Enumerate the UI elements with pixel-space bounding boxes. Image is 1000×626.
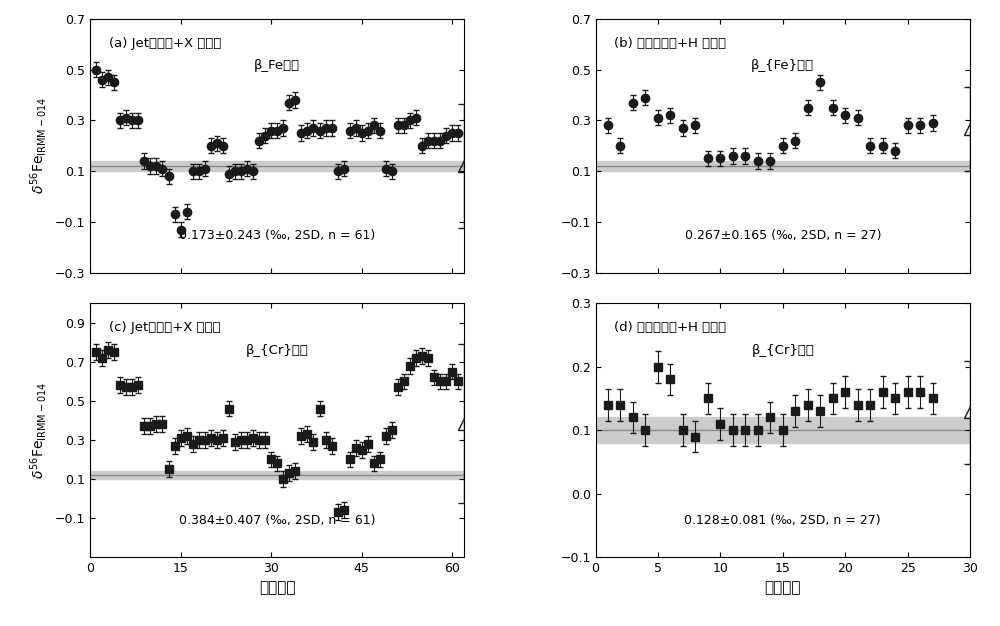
Bar (90, 471, 464, 479)
Text: β_{Fe}校正: β_{Fe}校正 (751, 59, 814, 73)
Text: 0.267±0.165 (‰, 2SD, n = 27): 0.267±0.165 (‰, 2SD, n = 27) (685, 229, 881, 242)
X-axis label: 测试点数: 测试点数 (259, 580, 295, 595)
Text: β_Fe校正: β_Fe校正 (254, 59, 300, 73)
Bar (90, 161, 464, 171)
Text: (b) 标准采样锥+H 截取锥: (b) 标准采样锥+H 截取锥 (614, 36, 726, 49)
Y-axis label: $\delta^{56}$Fe$_\mathrm{IRMM-014}$: $\delta^{56}$Fe$_\mathrm{IRMM-014}$ (28, 97, 49, 194)
X-axis label: 测试点数: 测试点数 (765, 580, 801, 595)
Text: 0.128±0.081 (‰, 2SD, n = 27): 0.128±0.081 (‰, 2SD, n = 27) (684, 514, 881, 526)
Y-axis label: $\delta^{56}$Fe$_\mathrm{IRMM-014}$: $\delta^{56}$Fe$_\mathrm{IRMM-014}$ (28, 382, 49, 479)
Text: (c) Jet采样锥+X 截取锥: (c) Jet采样锥+X 截取锥 (109, 321, 220, 334)
Text: 0.173±0.243 (‰, 2SD, n = 61): 0.173±0.243 (‰, 2SD, n = 61) (179, 229, 375, 242)
Bar (596, 418, 970, 443)
Text: β_{Cr}校正: β_{Cr}校正 (751, 344, 814, 357)
Bar (596, 161, 970, 171)
Text: (a) Jet采样锥+X 截取锥: (a) Jet采样锥+X 截取锥 (109, 36, 221, 49)
Text: β_{Cr}校正: β_{Cr}校正 (246, 344, 309, 357)
Text: (d) 标准采样锥+H 截取锥: (d) 标准采样锥+H 截取锥 (614, 321, 726, 334)
Text: 0.384±0.407 (‰, 2SD, n = 61): 0.384±0.407 (‰, 2SD, n = 61) (179, 514, 375, 526)
